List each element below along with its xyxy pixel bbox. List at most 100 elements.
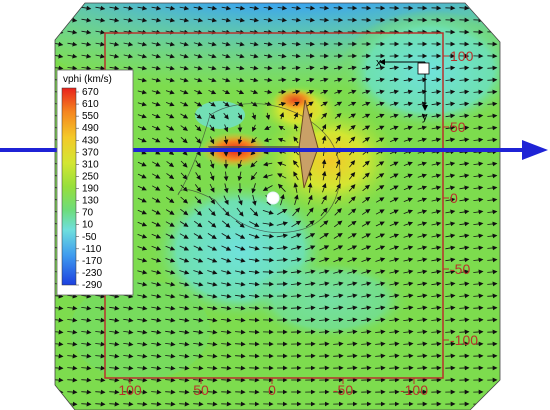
vector-arrow	[165, 365, 176, 371]
vector-arrow	[152, 137, 161, 143]
vector-arrow	[207, 41, 217, 47]
vector-arrow	[487, 137, 498, 143]
vector-arrow	[151, 125, 161, 131]
vector-arrow	[221, 269, 232, 275]
vector-arrow	[459, 101, 470, 107]
bottom-axis-label: 50	[193, 382, 209, 398]
vector-arrow	[179, 293, 190, 299]
vector-arrow	[445, 65, 456, 71]
vector-arrow	[292, 77, 301, 83]
right-axis: 100 50 0 -50 -100	[450, 48, 478, 348]
vector-arrow	[151, 365, 162, 371]
vector-arrow	[417, 125, 427, 131]
vector-arrow	[347, 329, 358, 335]
vector-arrow	[487, 257, 498, 263]
vector-arrow	[137, 293, 148, 299]
vector-arrow	[151, 53, 161, 59]
vector-arrow	[55, 317, 64, 323]
vector-arrow	[193, 257, 204, 263]
vector-arrow	[151, 113, 161, 119]
vector-arrow	[236, 89, 245, 95]
vector-arrow	[375, 353, 386, 359]
vector-arrow	[473, 77, 484, 83]
vector-arrow	[67, 389, 78, 395]
vector-arrow	[194, 101, 203, 107]
vector-arrow	[250, 160, 258, 168]
vector-arrow	[123, 389, 134, 395]
vector-arrow	[473, 173, 484, 179]
vector-arrow	[165, 305, 176, 311]
vector-arrow	[193, 5, 204, 11]
vector-arrow	[487, 101, 498, 107]
right-axis-ticks	[443, 55, 449, 341]
vector-arrow	[431, 161, 442, 167]
vector-arrow	[348, 208, 357, 216]
vector-arrow	[236, 207, 244, 217]
vector-arrow	[165, 17, 176, 23]
vector-arrow	[335, 159, 341, 168]
vector-arrow	[279, 112, 285, 120]
vector-arrow	[81, 377, 92, 383]
vector-arrow	[263, 161, 273, 167]
vector-arrow	[109, 53, 120, 59]
vector-arrow	[334, 113, 342, 119]
vector-arrow	[193, 220, 203, 228]
vector-arrow	[277, 41, 287, 47]
vector-arrow	[319, 220, 329, 228]
vector-arrow	[473, 317, 484, 323]
vector-arrow	[221, 329, 232, 335]
legend-level-label: -170	[82, 256, 102, 267]
vector-arrow	[179, 53, 189, 59]
vector-arrow	[109, 41, 120, 47]
vector-arrow	[109, 5, 120, 11]
vector-arrow	[151, 65, 161, 71]
vector-arrow	[81, 401, 92, 407]
vector-arrow	[137, 329, 148, 335]
vector-arrow	[137, 341, 148, 347]
vector-arrow	[445, 353, 456, 359]
vector-arrow	[67, 329, 78, 335]
vector-arrow	[95, 53, 106, 59]
vector-arrow	[179, 5, 190, 11]
vector-arrow	[207, 281, 218, 287]
vector-arrow	[347, 233, 357, 239]
vector-arrow	[207, 257, 218, 263]
vector-arrow	[348, 136, 356, 144]
vector-arrow	[264, 53, 273, 59]
vector-arrow	[445, 161, 456, 167]
vector-arrow	[209, 159, 215, 169]
vector-arrow	[347, 317, 358, 323]
vector-arrow	[389, 245, 400, 251]
vector-arrow	[264, 125, 272, 130]
vector-arrow	[137, 185, 147, 191]
vector-arrow	[334, 89, 343, 95]
vector-arrow	[179, 305, 190, 311]
vector-arrow	[137, 89, 147, 95]
vector-arrow	[209, 124, 215, 132]
vector-arrow	[179, 389, 190, 395]
vector-arrow	[347, 269, 358, 275]
vector-arrow	[403, 233, 414, 239]
vector-arrow	[389, 353, 400, 359]
vector-arrow	[417, 257, 428, 263]
vector-arrow	[151, 257, 162, 263]
vector-arrow	[151, 5, 162, 11]
vector-arrow	[55, 17, 64, 23]
vector-arrow	[235, 353, 246, 359]
vector-arrow	[417, 245, 428, 251]
vector-arrow	[193, 245, 204, 251]
vector-arrow	[277, 209, 288, 215]
vector-arrow	[248, 305, 260, 311]
vector-arrow	[445, 329, 456, 335]
vector-arrow	[403, 89, 413, 95]
right-axis-label: -100	[450, 332, 478, 348]
vector-arrow	[137, 269, 148, 275]
vector-arrow	[473, 293, 484, 299]
right-axis-label: 100	[450, 48, 474, 64]
vector-arrow	[165, 41, 175, 47]
vector-arrow	[250, 65, 259, 71]
vector-arrow	[151, 197, 161, 203]
vector-arrow	[334, 195, 342, 204]
vector-arrow	[123, 377, 134, 383]
vector-arrow	[137, 389, 148, 395]
